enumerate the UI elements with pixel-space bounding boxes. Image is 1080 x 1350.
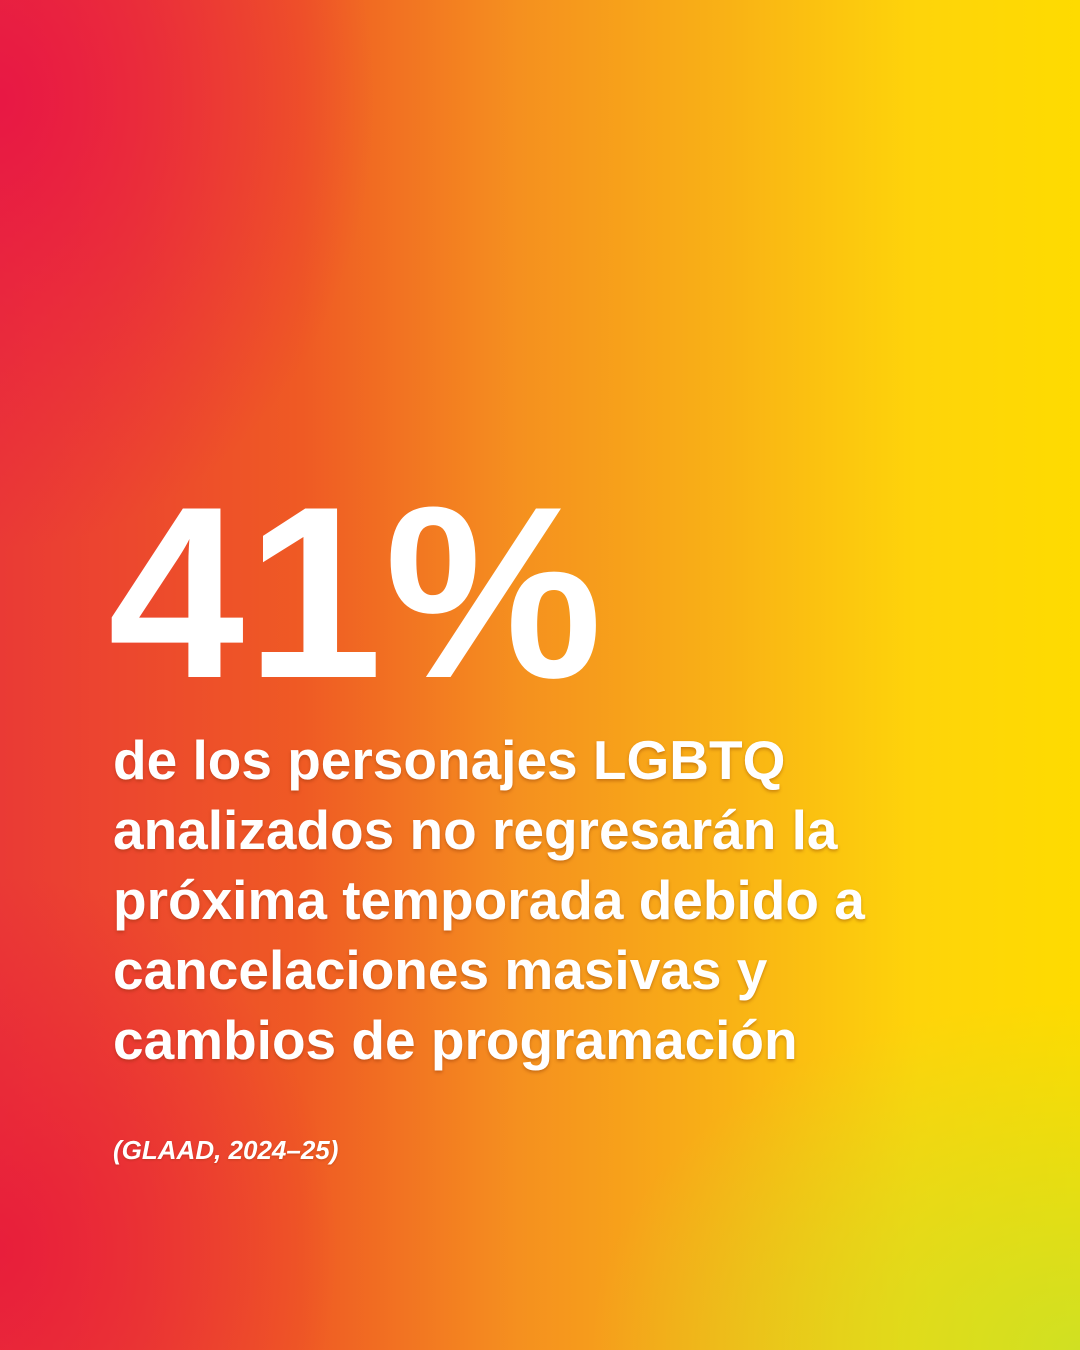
stat: 41% [108, 455, 605, 729]
description: de los personajes LGBTQ analizados no reg… [113, 725, 865, 1075]
description-line: analizados no regresarán la [113, 799, 838, 861]
description-line: próxima temporada debido a [113, 869, 865, 931]
source: (GLAAD, 2024–25) [113, 1135, 339, 1165]
description-line: cancelaciones masivas y [113, 939, 768, 1001]
description-line: de los personajes LGBTQ [113, 729, 786, 791]
description-line: cambios de programación [113, 1009, 798, 1071]
